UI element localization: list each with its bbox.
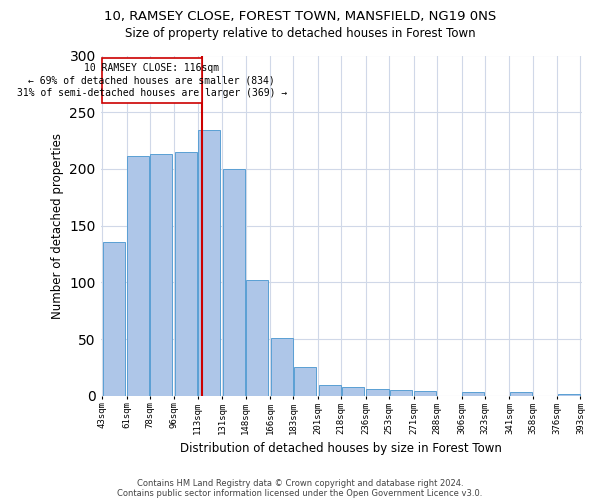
- Text: 31% of semi-detached houses are larger (369) →: 31% of semi-detached houses are larger (…: [17, 88, 287, 99]
- FancyBboxPatch shape: [102, 58, 202, 103]
- Bar: [103, 242, 125, 396]
- Y-axis label: Number of detached properties: Number of detached properties: [51, 132, 64, 318]
- Bar: [367, 389, 389, 396]
- Text: 10, RAMSEY CLOSE, FOREST TOWN, MANSFIELD, NG19 0NS: 10, RAMSEY CLOSE, FOREST TOWN, MANSFIELD…: [104, 10, 496, 23]
- X-axis label: Distribution of detached houses by size in Forest Town: Distribution of detached houses by size …: [180, 442, 502, 455]
- Bar: [389, 390, 412, 396]
- Bar: [414, 392, 436, 396]
- Bar: [198, 130, 220, 396]
- Bar: [510, 392, 532, 396]
- Bar: [294, 368, 316, 396]
- Text: Contains HM Land Registry data © Crown copyright and database right 2024.: Contains HM Land Registry data © Crown c…: [137, 478, 463, 488]
- Text: ← 69% of detached houses are smaller (834): ← 69% of detached houses are smaller (83…: [28, 76, 275, 86]
- Bar: [151, 154, 172, 396]
- Bar: [271, 338, 293, 396]
- Bar: [246, 280, 268, 396]
- Text: Contains public sector information licensed under the Open Government Licence v3: Contains public sector information licen…: [118, 488, 482, 498]
- Bar: [462, 392, 484, 396]
- Bar: [342, 387, 364, 396]
- Bar: [558, 394, 580, 396]
- Bar: [127, 156, 149, 396]
- Bar: [223, 169, 245, 396]
- Bar: [319, 384, 341, 396]
- Bar: [175, 152, 197, 396]
- Text: Size of property relative to detached houses in Forest Town: Size of property relative to detached ho…: [125, 28, 475, 40]
- Text: 10 RAMSEY CLOSE: 116sqm: 10 RAMSEY CLOSE: 116sqm: [84, 64, 220, 74]
